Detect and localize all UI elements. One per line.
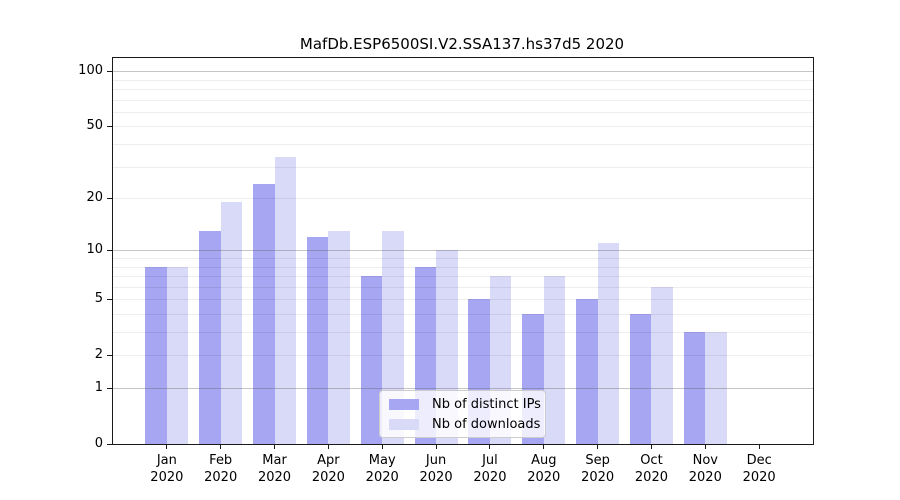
x-tick-label-year-jun: 2020 [419,470,453,485]
gridline-major-100 [113,71,813,73]
x-tick-label-year-aug: 2020 [527,470,561,485]
x-tick-label-year-sep: 2020 [581,470,615,485]
bar-downloads-feb [220,202,243,444]
y-tick-5 [107,298,113,300]
bar-downloads-oct [651,286,673,444]
chart-title: MafDb.ESP6500SI.V2.SSA137.hs37d5 2020 [299,35,625,53]
x-tick-label-month-dec: Dec [746,453,772,468]
x-tick-jan [166,444,168,449]
gridline-minor-50 [113,126,813,128]
legend-item-distinct-ips: Nb of distinct IPs [389,397,545,412]
gridline-minor-60 [113,111,813,113]
bar-distinct-ips-sep [576,299,598,444]
x-tick-label-year-jul: 2020 [473,470,507,485]
bar-downloads-aug [543,276,566,444]
y-tick-0 [107,443,113,445]
x-tick-label-year-nov: 2020 [688,470,722,485]
x-tick-mar [274,444,276,449]
y-tick-label-100: 100 [78,63,103,79]
x-tick-apr [327,444,329,449]
x-tick-label-month-jul: Jul [482,453,498,468]
gridline-minor-9 [113,258,813,260]
bar-downloads-apr [328,230,350,444]
x-tick-label-month-apr: Apr [317,453,340,468]
x-tick-label-year-dec: 2020 [742,470,776,485]
x-tick-label-month-oct: Oct [640,453,663,468]
gridline-major-1 [113,388,813,390]
gridline-minor-70 [113,99,813,101]
y-tick-20 [107,197,113,199]
gridline-minor-40 [113,144,813,146]
y-tick-label-10: 10 [86,242,103,258]
gridline-minor-6 [113,286,813,288]
x-tick-label-year-oct: 2020 [634,470,668,485]
gridline-minor-30 [113,166,813,168]
bar-distinct-ips-feb [199,230,221,444]
x-tick-label-month-sep: Sep [585,453,610,468]
bar-downloads-jan [166,266,189,444]
y-tick-100 [107,70,113,72]
x-tick-label-month-jan: Jan [156,453,177,468]
x-tick-nov [704,444,706,449]
x-tick-label-year-jan: 2020 [150,470,184,485]
y-tick-label-1: 1 [94,380,103,396]
y-tick-label-20: 20 [86,190,103,206]
legend-swatch-downloads [389,418,419,430]
y-tick-2 [107,354,113,356]
gridline-minor-2 [113,355,813,357]
bar-distinct-ips-oct [629,314,652,444]
gridline-minor-90 [113,79,813,81]
x-tick-aug [543,444,545,449]
gridline-minor-7 [113,276,813,278]
plot-area: Nb of distinct IPs Nb of downloads 0 1 2 5 1… [78,57,814,485]
x-tick-label-month-mar: Mar [262,453,287,468]
y-tick-label-5: 5 [94,291,103,307]
y-tick-1 [107,387,113,389]
bar-distinct-ips-jan [145,266,167,444]
x-tick-jun [435,444,437,449]
bar-downloads-sep [597,243,620,444]
bar-distinct-ips-apr [306,236,329,444]
legend-swatch-distinct-ips [389,398,419,410]
gridline-minor-20 [113,198,813,200]
x-tick-label-month-may: May [368,453,396,468]
y-tick-label-0: 0 [94,436,103,451]
x-tick-sep [597,444,599,449]
x-tick-label-year-mar: 2020 [257,470,292,485]
y-tick-50 [107,125,113,127]
gridline-minor-5 [113,299,813,301]
x-tick-dec [758,444,760,449]
gridline-minor-4 [113,314,813,315]
y-tick-label-2: 2 [94,347,103,363]
x-tick-label-month-aug: Aug [531,453,557,468]
x-tick-label-year-apr: 2020 [311,470,345,485]
gridline-major-10 [113,250,813,252]
y-tick-label-50: 50 [86,118,103,134]
legend: Nb of distinct IPs Nb of downloads [379,390,546,438]
x-tick-label-month-jun: Jun [425,453,447,468]
gridline-minor-3 [113,332,813,334]
bar-downloads-mar [274,156,297,444]
gridline-minor-80 [113,89,813,91]
bar-distinct-ips-may [360,276,383,444]
bar-distinct-ips-nov [683,332,706,444]
x-tick-feb [220,444,222,449]
x-tick-jul [489,444,491,449]
bar-downloads-nov [705,332,727,444]
legend-label-distinct-ips: Nb of distinct IPs [432,396,541,412]
x-tick-label-month-nov: Nov [692,453,718,468]
x-tick-may [381,444,383,449]
gridline-minor-8 [113,266,813,268]
x-tick-label-year-feb: 2020 [204,470,238,485]
bar-distinct-ips-mar [253,184,275,444]
x-tick-label-year-may: 2020 [365,470,399,485]
x-tick-oct [650,444,652,449]
legend-item-downloads: Nb of downloads [389,417,545,432]
legend-label-downloads: Nb of downloads [432,416,541,432]
x-tick-label-month-feb: Feb [209,453,233,468]
y-tick-10 [107,249,113,251]
